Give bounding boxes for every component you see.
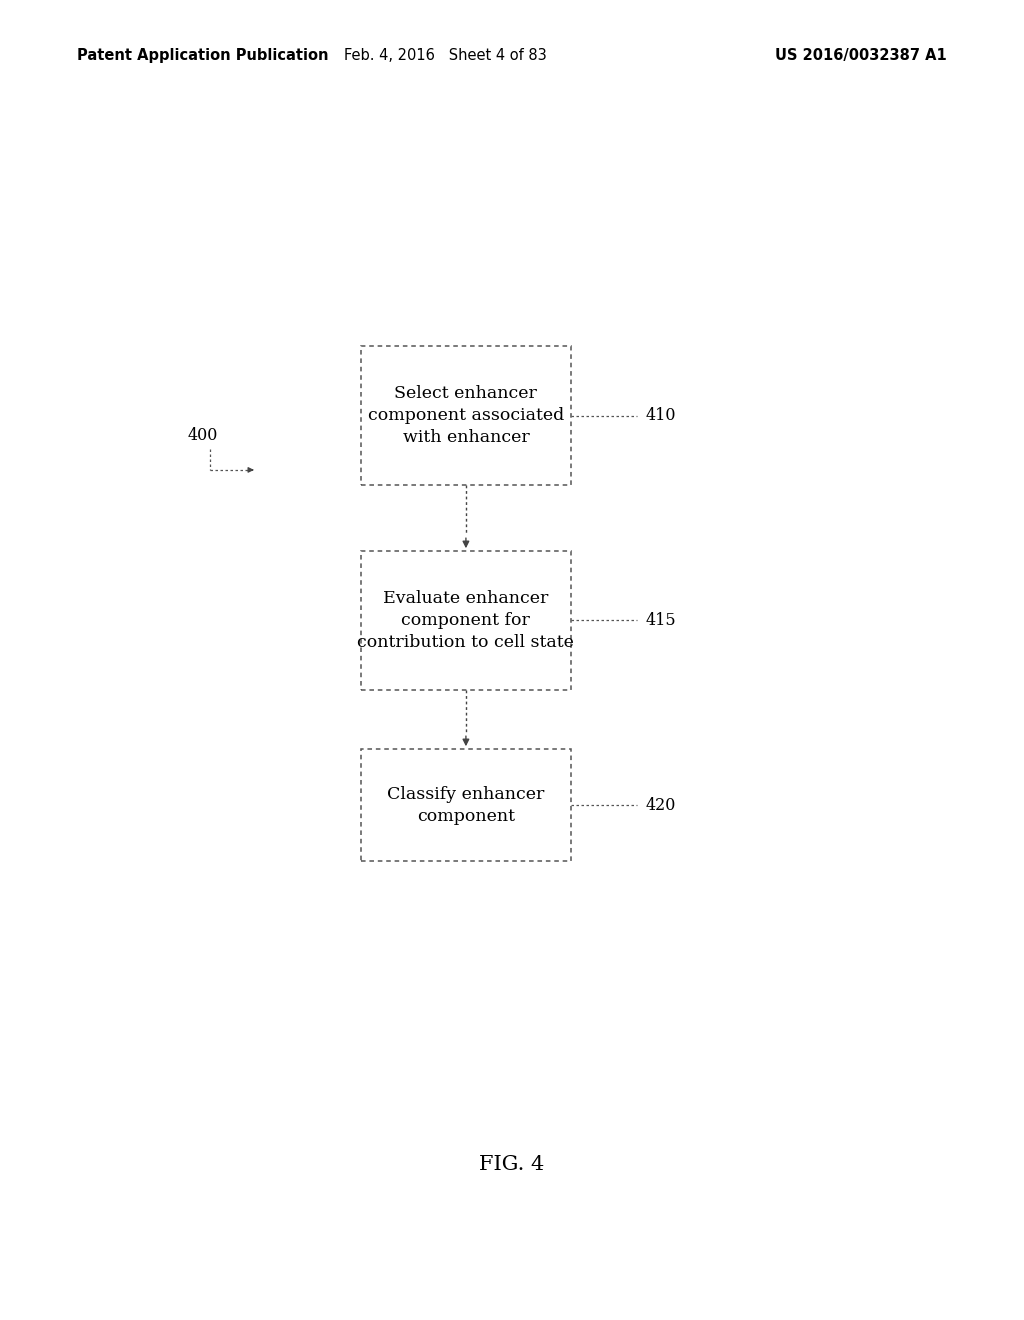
Text: Patent Application Publication: Patent Application Publication <box>77 48 329 63</box>
Text: Classify enhancer
component: Classify enhancer component <box>387 785 545 825</box>
Text: Evaluate enhancer
component for
contribution to cell state: Evaluate enhancer component for contribu… <box>357 590 574 651</box>
Bar <box>361 552 571 689</box>
Bar <box>361 748 571 861</box>
Text: 420: 420 <box>645 797 676 813</box>
Text: Select enhancer
component associated
with enhancer: Select enhancer component associated wit… <box>368 385 564 446</box>
Text: 400: 400 <box>187 426 218 444</box>
Text: Feb. 4, 2016   Sheet 4 of 83: Feb. 4, 2016 Sheet 4 of 83 <box>344 48 547 63</box>
Text: 415: 415 <box>645 612 676 628</box>
Text: 410: 410 <box>645 408 676 424</box>
Bar <box>361 346 571 484</box>
Text: FIG. 4: FIG. 4 <box>479 1155 545 1173</box>
Text: US 2016/0032387 A1: US 2016/0032387 A1 <box>775 48 947 63</box>
